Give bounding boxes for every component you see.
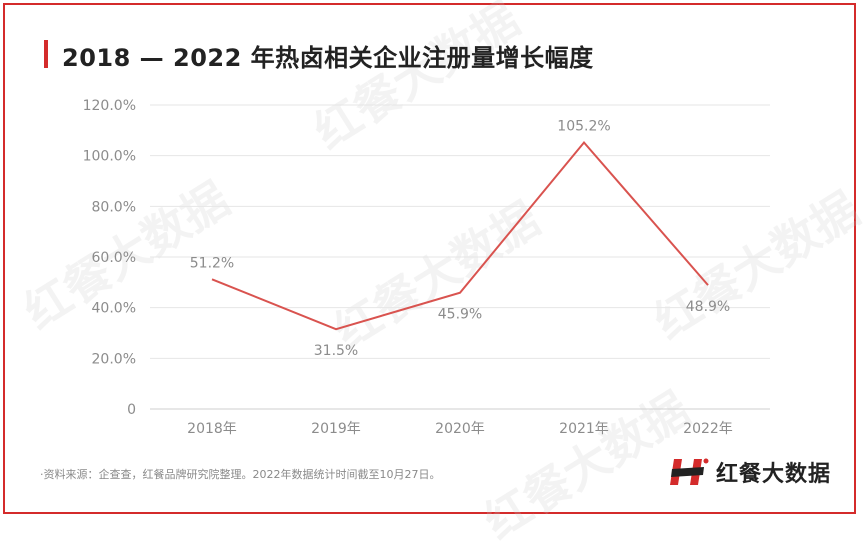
y-tick-label: 0 — [127, 402, 136, 418]
chart-title: 2018 — 2022 年热卤相关企业注册量增长幅度 — [62, 44, 594, 72]
x-axis-tick-labels: 2018年 2019年 2020年 2021年 2022年 — [187, 421, 733, 437]
chart-frame — [3, 3, 856, 514]
data-label: 31.5% — [314, 343, 358, 359]
data-label: 105.2% — [557, 118, 610, 134]
brand: 红餐大数据 — [668, 455, 831, 489]
y-tick-label: 40.0% — [92, 301, 136, 317]
title-accent-bar — [44, 40, 48, 68]
brand-name: 红餐大数据 — [716, 462, 832, 487]
y-tick-label: 100.0% — [83, 149, 136, 165]
data-label: 51.2% — [190, 255, 234, 271]
grid-lines — [150, 104, 770, 410]
y-axis-tick-labels: 0 20.0% 40.0% 60.0% 80.0% 100.0% 120.0% — [83, 98, 136, 418]
x-tick-label: 2022年 — [683, 421, 733, 437]
x-tick-label: 2021年 — [559, 421, 609, 437]
line-chart: 020.0%40.0%60.0%80.0%100.0%120.0% 2018年 2… — [83, 98, 770, 437]
x-tick-label: 2020年 — [435, 421, 485, 437]
y-tick-label: 80.0% — [92, 199, 136, 215]
y-tick-label: 60.0% — [92, 250, 136, 266]
data-labels: 51.2% 31.5% 45.9% 105.2% 48.9% — [190, 118, 730, 359]
y-tick-label: 120.0% — [83, 98, 136, 114]
source-footnote: ·资料来源：企查查，红餐品牌研究院整理。2022年数据统计时间截至10月27日。 — [40, 468, 441, 481]
series-polyline — [211, 140, 709, 331]
x-tick-label: 2018年 — [187, 421, 237, 437]
hongcan-h-logo-icon — [670, 458, 709, 485]
data-label: 45.9% — [438, 307, 482, 323]
y-tick-label: 20.0% — [92, 351, 136, 367]
data-label: 48.9% — [686, 299, 730, 315]
x-tick-label: 2019年 — [311, 421, 361, 437]
series-line — [211, 140, 709, 331]
